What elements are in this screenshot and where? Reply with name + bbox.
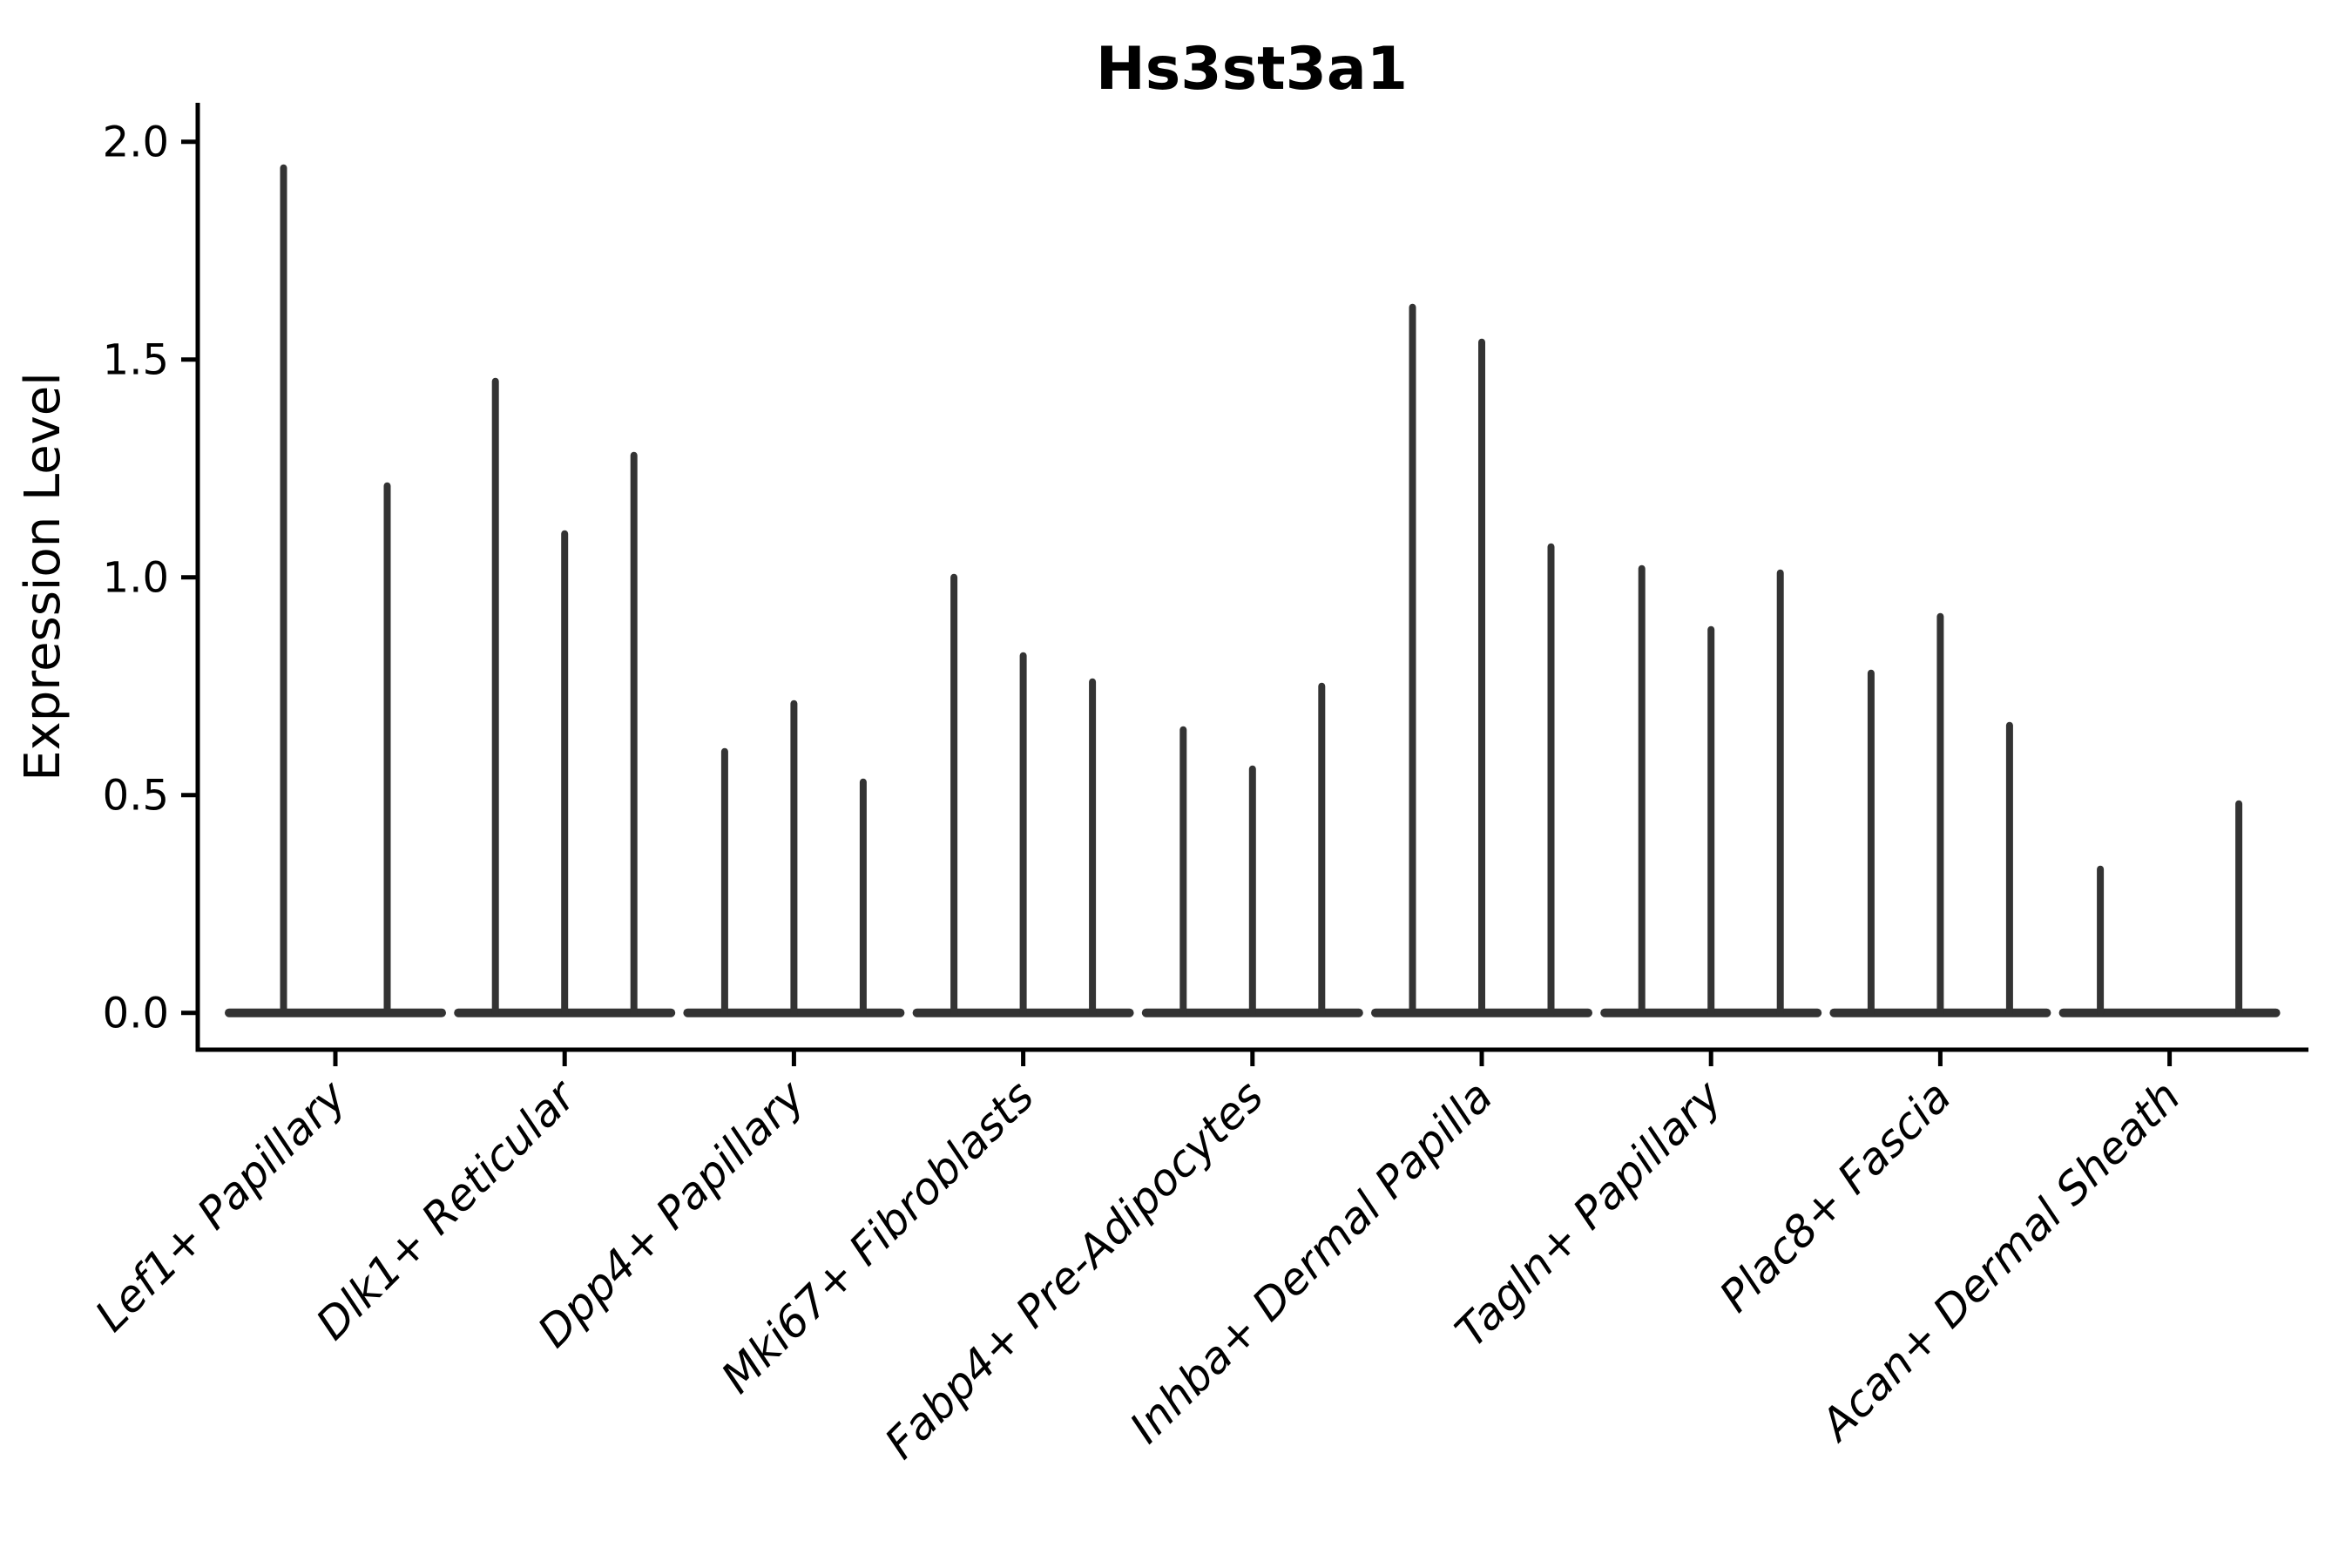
x-tick-label: Fabp4+ Pre-Adipocytes <box>875 1071 1274 1469</box>
y-tick-label: 0.0 <box>103 990 169 1038</box>
x-tick-label: Acan+ Dermal Sheath <box>1809 1071 2190 1451</box>
x-tick-label: Lef1+ Papillary <box>85 1070 356 1341</box>
x-tick-label: Inhba+ Dermal Papilla <box>1120 1071 1502 1452</box>
axes-layer: 0.0 0.5 1.0 1.5 2.0 <box>103 103 2308 1066</box>
y-tick-label: 1.0 <box>103 554 169 603</box>
y-tick-label: 1.5 <box>103 336 169 385</box>
y-tick-label: 0.5 <box>103 772 169 821</box>
chart-title: Hs3st3a1 <box>1096 35 1408 104</box>
y-tick-label: 2.0 <box>103 118 169 167</box>
violins-layer <box>225 164 2281 1017</box>
x-tick-label: Plac8+ Fascia <box>1710 1071 1961 1321</box>
y-axis-label: Expression Level <box>15 372 71 781</box>
